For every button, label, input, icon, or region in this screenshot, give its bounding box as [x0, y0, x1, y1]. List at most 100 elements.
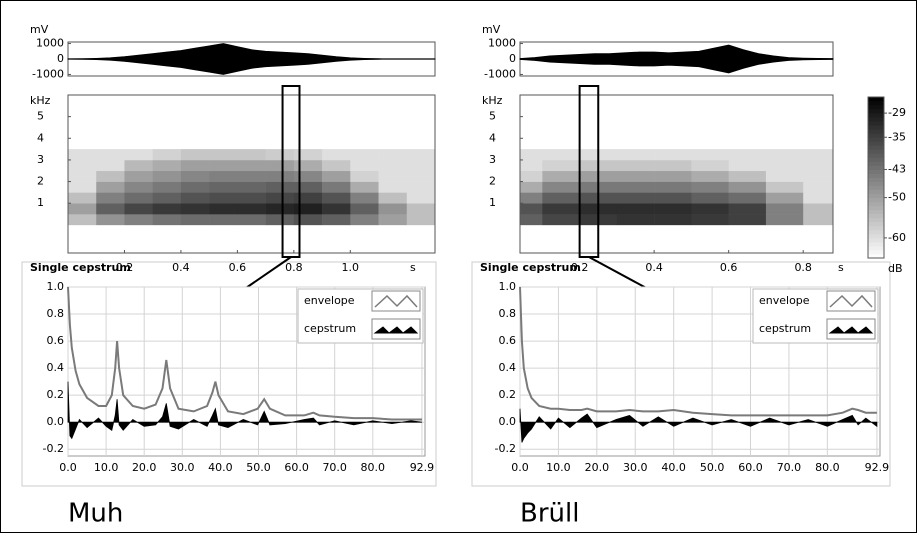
x-tick-label: 70.0 [777, 461, 802, 474]
heat-cell [691, 159, 729, 172]
colorbar-step [868, 177, 884, 182]
heat-cell [728, 214, 767, 226]
y-tick-label: 5 [37, 110, 44, 123]
heat-cell [803, 192, 834, 204]
heat-cell [520, 203, 543, 215]
y-tick-label: 0 [509, 52, 516, 65]
heat-cell [322, 159, 351, 172]
x-tick-label: 60.0 [738, 461, 763, 474]
x-tick-label: 1.0 [342, 261, 360, 274]
heat-cell [96, 192, 125, 204]
panel-frame [471, 261, 891, 487]
colorbar-step [868, 201, 884, 207]
colorbar-step [868, 149, 884, 154]
heat-cell [293, 181, 323, 193]
y-tick-label: 5 [489, 110, 496, 123]
heat-cell [237, 181, 266, 193]
heat-cell [378, 203, 408, 215]
legend-swatch [373, 326, 419, 334]
y-tick-label: 0.6 [47, 334, 65, 347]
colorbar-step [868, 165, 884, 170]
colorbar-step [868, 189, 884, 194]
colorbar-step [868, 205, 884, 211]
heat-cell [350, 170, 379, 182]
x-tick-label: 80.0 [815, 461, 840, 474]
y-tick-label: 1.0 [47, 280, 65, 293]
colorbar-step [868, 145, 884, 150]
heat-cell [765, 192, 804, 204]
colorbar-step [868, 169, 884, 174]
y-tick-label: 1000 [488, 37, 516, 50]
x-tick-label: 0.8 [285, 261, 303, 274]
heat-cell [293, 203, 323, 215]
y-tick-label: 0.4 [499, 361, 517, 374]
heat-cell [616, 192, 655, 204]
heat-cell [616, 149, 655, 161]
colorbar-step [868, 237, 884, 243]
chart-title: Single cepstrum [480, 261, 581, 274]
y-tick-label: -0.2 [43, 442, 64, 455]
colorbar-step [868, 161, 884, 166]
y-tick-label: 0.0 [47, 415, 65, 428]
plot-frame [519, 94, 834, 254]
heat-cell [654, 181, 692, 193]
y-tick-label: 0.0 [499, 415, 517, 428]
heat-cell [378, 170, 408, 182]
heat-cell [96, 214, 125, 226]
y-axis-label: kHz [482, 94, 503, 107]
x-tick-label: 50.0 [246, 461, 271, 474]
heat-cell [237, 159, 266, 172]
colorbar-step [868, 245, 884, 251]
heat-cell [209, 181, 238, 193]
heat-cell [152, 149, 182, 161]
heat-cell [406, 214, 436, 226]
x-tick-label: 60.0 [284, 461, 309, 474]
heat-cell [322, 149, 351, 161]
x-tick-label: 30.0 [623, 461, 648, 474]
x-tick-label: 0.6 [229, 261, 247, 274]
x-tick-label: 0.6 [720, 261, 738, 274]
x-tick-label: 0.8 [794, 261, 812, 274]
legend-swatch [829, 294, 873, 308]
heat-cell [616, 170, 655, 182]
heat-cell [691, 203, 729, 215]
heat-cell [180, 214, 210, 226]
heat-cell [378, 159, 408, 172]
heat-cell [616, 203, 655, 215]
heat-cell [728, 181, 767, 193]
legend-label: cepstrum [759, 322, 811, 335]
y-tick-label: 0.4 [47, 361, 65, 374]
heat-cell [68, 159, 97, 172]
x-tick-label: 10.0 [546, 461, 571, 474]
colorbar-step [868, 249, 884, 255]
heat-cell [237, 170, 266, 182]
heat-cell [124, 149, 153, 161]
connector [242, 256, 292, 291]
heat-cell [406, 192, 436, 204]
x-tick-label: 50.0 [700, 461, 725, 474]
y-tick-label: -1000 [484, 67, 516, 80]
heat-cell [803, 214, 834, 226]
colorbar-frame [867, 96, 885, 259]
x-axis-label: s [838, 261, 844, 274]
x-tick-label: 92.9 [410, 461, 435, 474]
heat-cell [265, 159, 295, 172]
legend-swatch-frame [826, 290, 876, 312]
x-tick-label: 20.0 [585, 461, 610, 474]
heat-cell [728, 159, 767, 172]
y-axis-label: mV [30, 23, 49, 36]
cepstrum-area [519, 408, 878, 443]
colorbar-step [868, 141, 884, 146]
heat-cell [265, 203, 295, 215]
heat-cell [691, 149, 729, 161]
heat-cell [152, 214, 182, 226]
y-tick-label: 0.8 [499, 307, 517, 320]
heat-cell [152, 170, 182, 182]
heat-cell [520, 192, 543, 204]
heat-cell [68, 203, 97, 215]
y-tick-label: 0 [57, 52, 64, 65]
heat-cell [209, 203, 238, 215]
heat-cell [68, 181, 97, 193]
heat-cell [124, 159, 153, 172]
heat-cell [180, 203, 210, 215]
